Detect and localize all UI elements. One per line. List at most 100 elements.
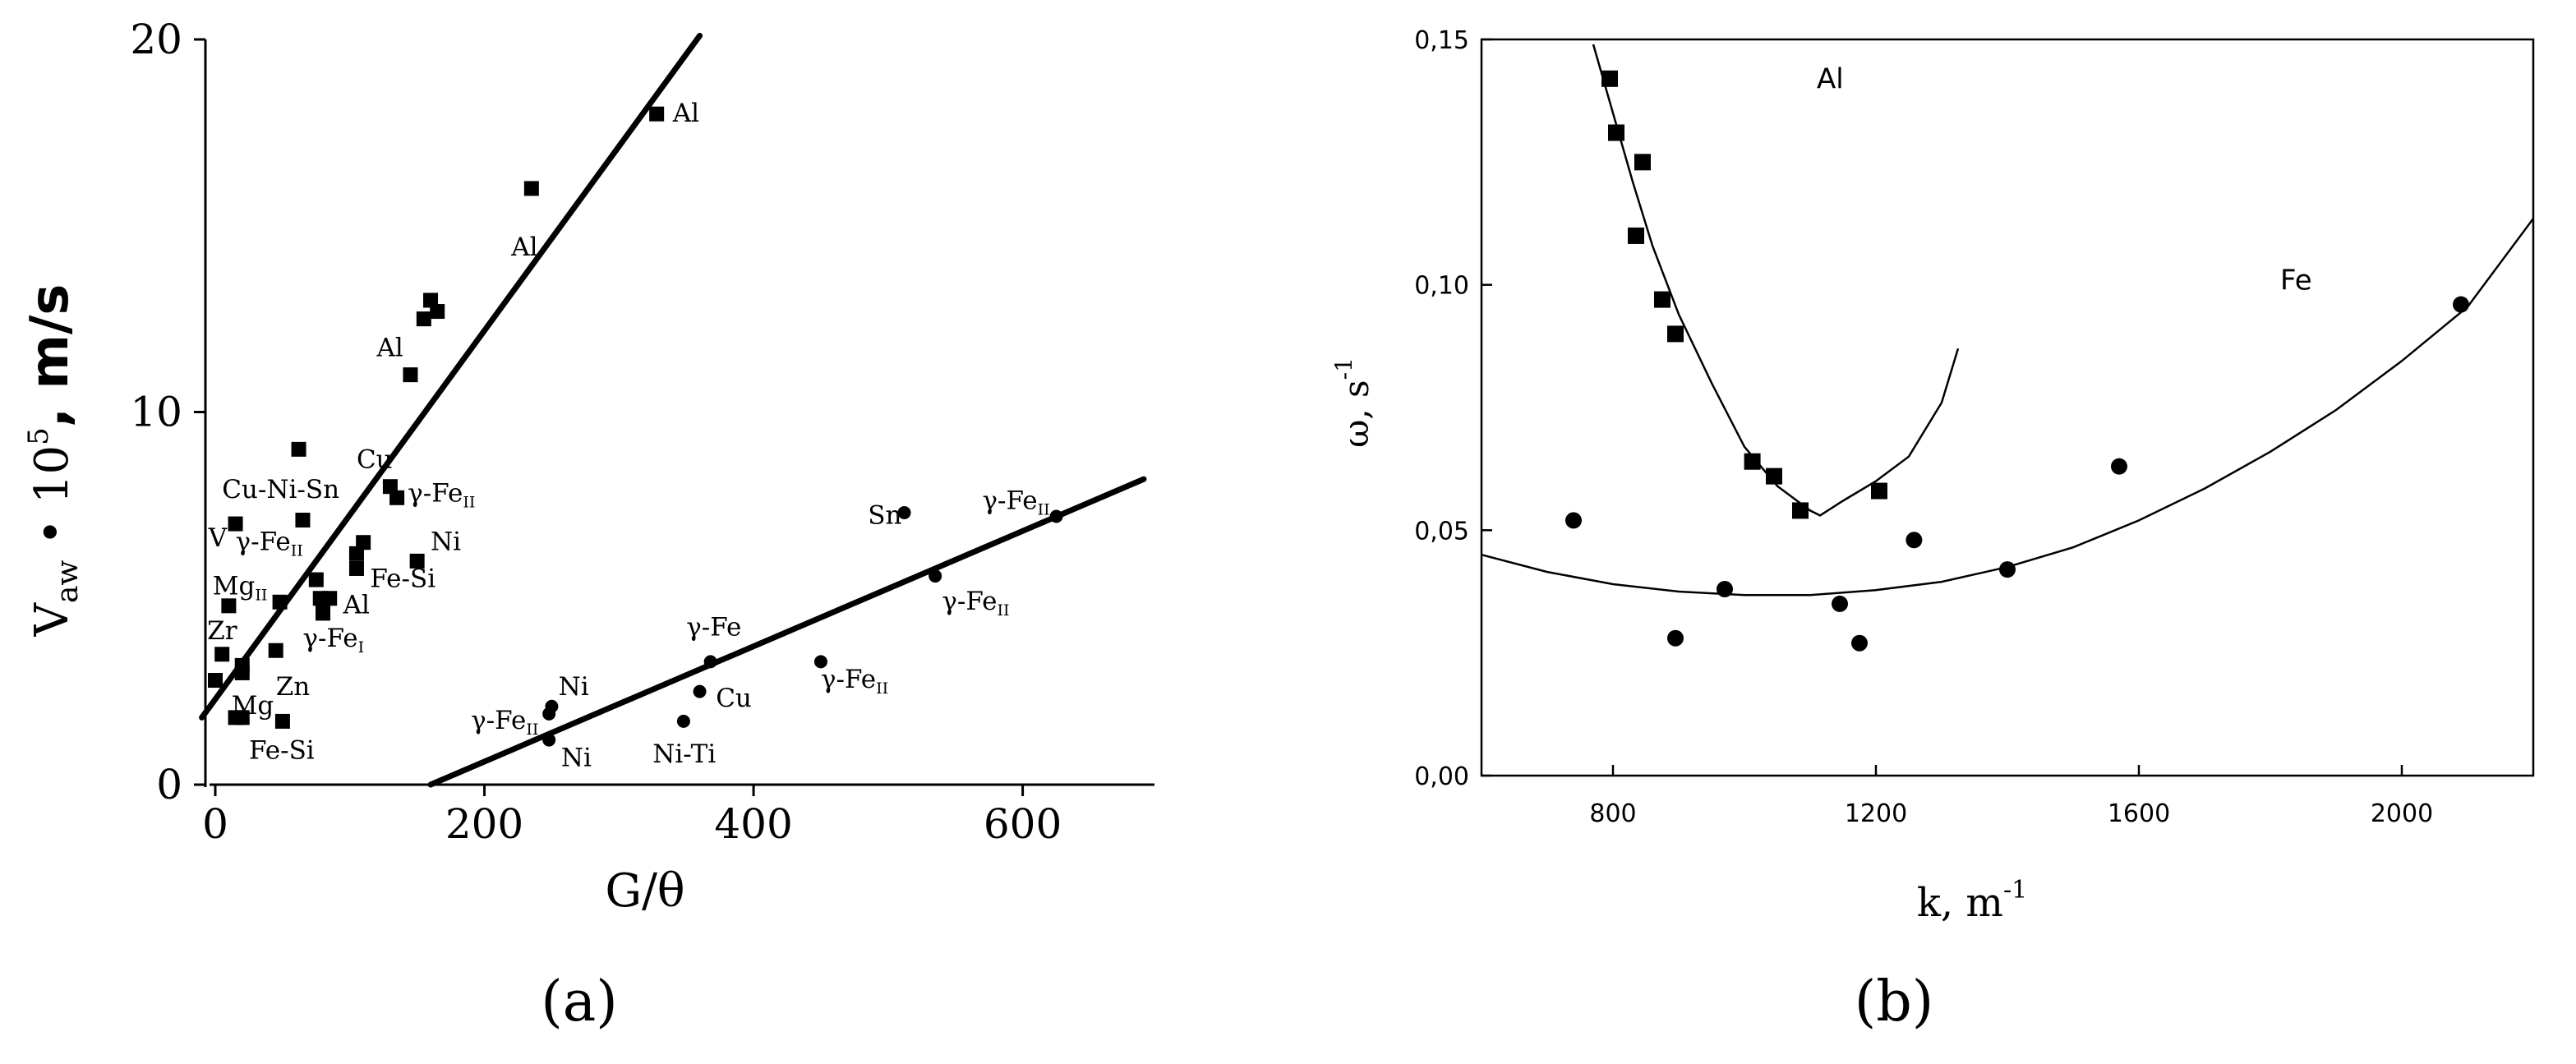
- panel-b-point-square: [1871, 482, 1887, 500]
- panel-a-annotation: Cu: [357, 445, 393, 475]
- panel-a-annotation: Ni-Ti: [652, 739, 716, 769]
- panel-b-point-circle: [1565, 512, 1582, 529]
- panel-a-annotation: Zn: [276, 672, 311, 702]
- panel-a-annotation: Ni: [559, 672, 589, 702]
- panel-b-x-tick-label: 800: [1589, 799, 1636, 828]
- panel-b-y-tick-label: 0,15: [1414, 26, 1469, 55]
- panel-b-plot-frame: [1480, 38, 2535, 777]
- panel-b-point-circle: [1906, 532, 1923, 549]
- panel-a-caption: (a): [541, 970, 618, 1034]
- panel-a-x-tick-label: 400: [714, 800, 792, 848]
- panel-b-point-square: [1654, 291, 1670, 308]
- panel-a-point-circle: [676, 714, 690, 728]
- panel-a-annotation: γ-FeII: [236, 527, 303, 560]
- panel-a-point-square: [316, 606, 331, 621]
- panel-b-point-square: [1766, 468, 1782, 485]
- panel-b-point-circle: [2453, 296, 2469, 313]
- panel-b-point-circle: [1999, 561, 2016, 578]
- panel-a-point-square: [423, 292, 439, 308]
- panel-a-annotation: γ-FeI: [302, 624, 364, 656]
- panel-b-point-square: [1744, 453, 1761, 470]
- panel-a-point-circle: [542, 733, 556, 747]
- panel-a-annotation: Mg: [232, 691, 274, 721]
- panel-a-point-square: [208, 673, 223, 689]
- panel-b-point-square: [1634, 154, 1651, 171]
- panel-a-annotation: Sn: [868, 501, 901, 531]
- panel-a-annotation: Ni: [431, 527, 461, 556]
- panel-a-point-circle: [897, 505, 911, 519]
- panel-a-point-circle: [813, 655, 827, 669]
- panel-b-point-circle: [1851, 634, 1868, 652]
- panel-b-series-label: Al: [1817, 63, 1844, 96]
- panel-b-point-square: [1608, 124, 1624, 141]
- panel-a-point-square: [409, 553, 425, 569]
- panel-a-point-square: [348, 560, 364, 576]
- panel-a-point-square: [234, 665, 250, 680]
- panel-a-point-square: [382, 479, 398, 495]
- panel-b-x-tick-label: 1200: [1845, 799, 1907, 828]
- panel-b-point-square: [1667, 325, 1684, 343]
- panel-a-annotation: Zr: [207, 616, 237, 646]
- panel-a-annotation: Al: [510, 233, 537, 262]
- panel-a-point-square: [403, 367, 418, 383]
- panel-a-point-square: [291, 441, 306, 457]
- panel-a-point-square: [308, 572, 324, 587]
- panel-a-point-circle: [693, 684, 707, 698]
- panel-a-point-square: [356, 535, 371, 550]
- panel-a-annotation: γ-Fe: [686, 613, 741, 643]
- panel-b-x-axis-title: k, m-1: [1917, 876, 2027, 926]
- panel-a-annotation: γ-FeII: [942, 587, 1009, 620]
- panel-a-point-square: [649, 106, 665, 122]
- panel-a-annotation: Ni: [561, 743, 592, 772]
- panel-a-point-square: [234, 710, 250, 725]
- panel-a-point-square: [268, 643, 283, 658]
- panel-a-point-circle: [703, 655, 717, 669]
- panel-b-point-circle: [1832, 595, 1848, 612]
- panel-b-annotations: Al Fe: [1817, 63, 2312, 297]
- panel-a-annotation: Al: [343, 590, 370, 620]
- panel-a-point-square: [272, 594, 288, 610]
- panel-a-y-axis-title: Vaw • 105, m/s: [20, 283, 85, 637]
- panel-a-fit-lines: [199, 32, 1147, 788]
- panel-a-x-tick-label: 200: [445, 800, 523, 848]
- panel-a-point-circle: [545, 699, 559, 713]
- panel-a-x-axis-title: G/θ: [605, 864, 684, 918]
- panel-a-chart: 0 200 400 600 0 10 20 Al Al Al Cu γ-FeII Cu-Ni-Sn V γ…: [20, 16, 1154, 1034]
- panel-b-x-tick-label: 1600: [2108, 799, 2170, 828]
- panel-a-annotation: Cu-Ni-Sn: [222, 475, 339, 504]
- panel-a-point-circle: [929, 569, 942, 583]
- panel-a-annotation: Al: [672, 99, 699, 128]
- panel-b-fit-curve: [1592, 44, 1960, 517]
- panel-a-y-tick-label: 10: [130, 389, 182, 436]
- panel-a-ticks: 0 200 400 600 0 10 20: [130, 16, 1062, 848]
- panel-b-x-tick-label: 2000: [2371, 799, 2433, 828]
- panel-a-point-square: [214, 647, 230, 662]
- panel-a-y-tick-label: 20: [130, 16, 182, 63]
- panel-b-ticks: 800 1200 1600 2000 0,00 0,05 0,10 0,15: [1414, 26, 2433, 828]
- panel-a-point-square: [221, 598, 237, 614]
- panel-b-point-square: [1601, 70, 1618, 87]
- panel-a-x-tick-label: 0: [202, 800, 228, 848]
- panel-b-series-label: Fe: [2280, 265, 2312, 297]
- panel-a-point-square: [322, 591, 338, 606]
- panel-a-point-square: [416, 311, 431, 327]
- panel-a-x-tick-label: 600: [984, 800, 1062, 848]
- panel-b-y-tick-label: 0,05: [1414, 517, 1469, 546]
- panel-a-point-square: [430, 304, 445, 320]
- panel-b-chart: 800 1200 1600 2000 0,00 0,05 0,10 0,15 Al Fe k, …: [1330, 26, 2535, 1034]
- panel-a-y-tick-label: 0: [156, 761, 182, 808]
- panel-b-point-square: [1792, 502, 1809, 519]
- panel-a-point-square: [274, 713, 290, 729]
- panel-a-fit-line: [427, 476, 1147, 788]
- panel-b-point-circle: [2111, 458, 2127, 475]
- panel-a-annotation: Fe-Si: [249, 735, 315, 765]
- panel-a-annotation: V: [208, 523, 228, 553]
- panel-a-data-points: [208, 106, 1063, 747]
- panel-a-annotation: Al: [376, 333, 403, 362]
- panel-a-fit-line: [199, 32, 703, 721]
- panel-a-point-square: [523, 181, 539, 196]
- panel-a-annotation: γ-FeII: [821, 665, 888, 698]
- panel-b-y-tick-label: 0,00: [1414, 762, 1469, 791]
- panel-a-annotation: γ-FeII: [471, 706, 538, 739]
